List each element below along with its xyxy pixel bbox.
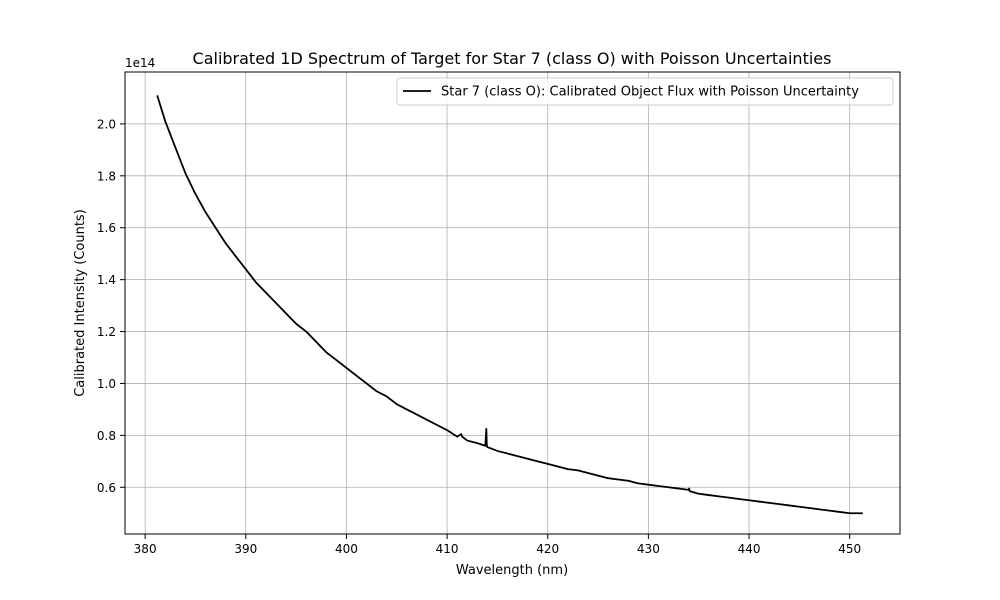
axes-frame bbox=[124, 71, 901, 535]
x-tick-label: 380 bbox=[134, 542, 157, 556]
y-axis-ticks: 0.6 0.8 1.0 1.2 1.4 1.6 1.8 2.0 bbox=[97, 117, 125, 495]
y-tick-label: 0.6 bbox=[97, 481, 116, 495]
legend-label: Star 7 (class O): Calibrated Object Flux… bbox=[441, 85, 859, 100]
y-tick-label: 1.6 bbox=[97, 221, 116, 235]
y-tick-label: 0.8 bbox=[97, 429, 116, 443]
y-tick-label: 1.4 bbox=[97, 273, 116, 287]
x-tick-label: 440 bbox=[738, 542, 761, 556]
grid-lines bbox=[125, 72, 900, 534]
x-axis-ticks: 380 390 400 410 420 430 440 450 bbox=[134, 534, 861, 556]
y-tick-label: 1.2 bbox=[97, 325, 116, 339]
y-axis-label: Calibrated Intensity (Counts) bbox=[73, 209, 88, 397]
y-tick-label: 1.0 bbox=[97, 377, 116, 391]
x-tick-label: 390 bbox=[234, 542, 257, 556]
chart-title: Calibrated 1D Spectrum of Target for Sta… bbox=[193, 49, 832, 68]
y-tick-label: 1.8 bbox=[97, 169, 116, 183]
y-scale-offset-label: 1e14 bbox=[125, 56, 155, 70]
y-tick-label: 2.0 bbox=[97, 117, 116, 131]
x-tick-label: 430 bbox=[637, 542, 660, 556]
legend: Star 7 (class O): Calibrated Object Flux… bbox=[396, 77, 894, 106]
x-tick-label: 400 bbox=[335, 542, 358, 556]
x-tick-label: 410 bbox=[436, 542, 459, 556]
x-tick-label: 450 bbox=[838, 542, 861, 556]
series-line bbox=[156, 95, 863, 515]
x-tick-label: 420 bbox=[536, 542, 559, 556]
legend-box bbox=[396, 77, 894, 106]
x-axis-label: Wavelength (nm) bbox=[456, 563, 568, 578]
